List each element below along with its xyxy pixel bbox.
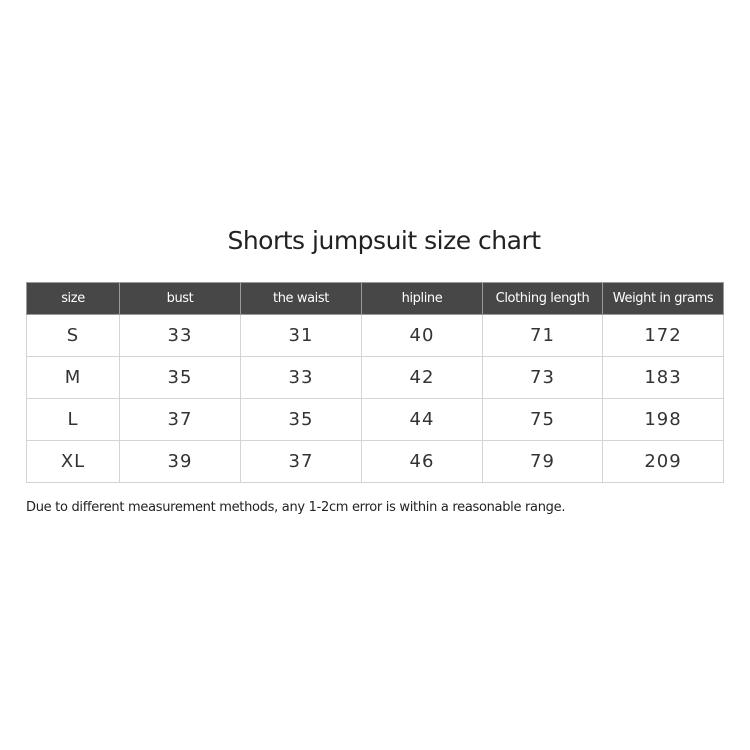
table-row: L 37 35 44 75 198 xyxy=(26,398,724,441)
measurement-note: Due to different measurement methods, an… xyxy=(26,500,566,515)
table-cell: S xyxy=(26,314,120,357)
table-cell: L xyxy=(26,398,120,441)
table-cell: 183 xyxy=(602,356,724,399)
column-header: hipline xyxy=(361,282,483,315)
size-chart-table: size bust the waist hipline Clothing length W… xyxy=(26,282,724,483)
column-header: Weight in grams xyxy=(602,282,724,315)
table-row: M 35 33 42 73 183 xyxy=(26,356,724,399)
table-cell: 172 xyxy=(602,314,724,357)
table-cell: 35 xyxy=(119,356,241,399)
table-cell: 40 xyxy=(361,314,483,357)
table-cell: 73 xyxy=(482,356,603,399)
table-cell: 46 xyxy=(361,440,483,483)
column-header: Clothing length xyxy=(482,282,603,315)
table-cell: 37 xyxy=(119,398,241,441)
table-cell: 79 xyxy=(482,440,603,483)
table-cell: 33 xyxy=(119,314,241,357)
column-header: the waist xyxy=(240,282,362,315)
table-cell: 37 xyxy=(240,440,362,483)
column-header: size xyxy=(26,282,120,315)
table-cell: 31 xyxy=(240,314,362,357)
table-cell: 39 xyxy=(119,440,241,483)
table-cell: 75 xyxy=(482,398,603,441)
table-cell: 209 xyxy=(602,440,724,483)
table-header-row: size bust the waist hipline Clothing length W… xyxy=(26,282,724,315)
table-cell: 44 xyxy=(361,398,483,441)
table-cell: 71 xyxy=(482,314,603,357)
page-title: Shorts jumpsuit size chart xyxy=(227,226,541,255)
table-row: S 33 31 40 71 172 xyxy=(26,314,724,357)
table-cell: 35 xyxy=(240,398,362,441)
table-cell: XL xyxy=(26,440,120,483)
table-cell: 42 xyxy=(361,356,483,399)
table-cell: 198 xyxy=(602,398,724,441)
table-cell: 33 xyxy=(240,356,362,399)
table-cell: M xyxy=(26,356,120,399)
column-header: bust xyxy=(119,282,241,315)
table-row: XL 39 37 46 79 209 xyxy=(26,440,724,483)
